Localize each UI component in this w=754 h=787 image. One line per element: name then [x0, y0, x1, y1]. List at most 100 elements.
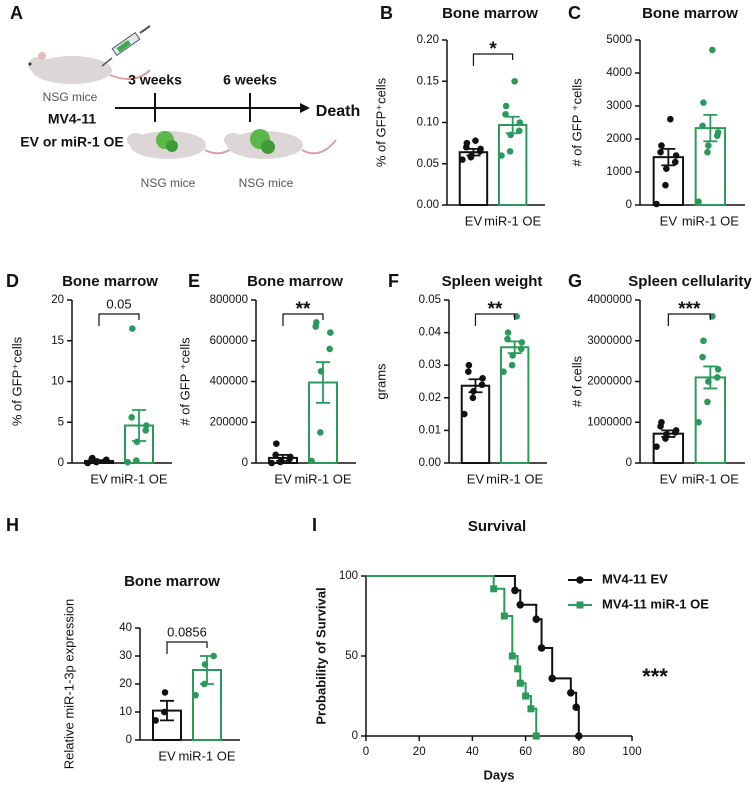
data-point [506, 148, 514, 155]
data-point [142, 427, 149, 434]
panel-letter: B [380, 3, 393, 23]
data-point [287, 453, 294, 461]
survival-step [517, 667, 522, 684]
data-point [672, 427, 680, 434]
x-tick-label: 40 [466, 746, 479, 758]
data-point [465, 361, 473, 369]
y-tick-label: 0.04 [419, 327, 442, 339]
condition: EV or miR-1 OE [20, 134, 123, 150]
endpoint: Death [316, 103, 360, 120]
y-axis-label: % of GFP⁺cells [9, 336, 24, 426]
data-point [152, 717, 159, 724]
x-tick-label: miR-1 OE [682, 471, 739, 486]
legend-label: MV4-11 miR-1 OE [602, 596, 709, 611]
data-point [308, 457, 315, 465]
mouse-label: NSG mice [43, 90, 98, 104]
y-tick-label: 0.00 [417, 199, 439, 211]
panel-letter: C [568, 3, 581, 23]
y-tick-label: 0 [626, 457, 632, 469]
x-tick-label: miR-1 OE [484, 213, 541, 228]
data-point [326, 345, 333, 353]
significance-label: ** [488, 299, 503, 320]
data-point [143, 422, 150, 429]
panel-letter: A [10, 3, 23, 23]
survival-step [536, 618, 543, 648]
chart-title: Survival [468, 518, 526, 535]
significance-bracket [282, 313, 324, 326]
error-bar [661, 148, 676, 167]
x-tick-label: 20 [413, 746, 426, 758]
data-point [273, 440, 280, 447]
data-point [714, 365, 722, 373]
y-tick-label: 800000 [210, 294, 248, 306]
y-tick-label: 0 [626, 199, 632, 211]
data-point [500, 368, 507, 376]
syringe-icon [101, 25, 151, 67]
y-tick-label: 0 [352, 730, 358, 742]
mouse-label: NSG mice [141, 176, 196, 190]
x-tick-label: miR-1 OE [294, 471, 351, 486]
y-tick-label: 1000000 [587, 416, 632, 428]
y-tick-label: 5 [58, 416, 64, 428]
data-point [704, 398, 711, 406]
survival-step [520, 682, 527, 696]
significance-bracket [166, 641, 208, 654]
y-tick-label: 0.02 [419, 392, 441, 404]
legend-label: MV4-11 EV [602, 571, 668, 586]
data-point [468, 152, 475, 159]
y-tick-label: 40 [119, 622, 132, 634]
y-tick-label: 200000 [210, 416, 248, 428]
y-tick-label: 0.10 [417, 117, 439, 129]
data-point [713, 374, 721, 381]
data-point [705, 378, 712, 385]
data-point [515, 127, 523, 135]
mouse-icon [224, 129, 337, 159]
mouse-icon [127, 131, 241, 159]
x-tick-label: 80 [572, 746, 585, 758]
x-tick-label: EV [274, 471, 292, 486]
y-tick-label: 0 [58, 457, 64, 469]
x-tick-label: EV [467, 471, 485, 486]
chart-title: Spleen weight [442, 273, 543, 290]
x-tick-label: EV [158, 748, 176, 763]
survival-step [541, 647, 554, 679]
data-point [699, 353, 706, 361]
y-tick-label: 100 [339, 570, 358, 582]
y-tick-label: 50 [345, 650, 358, 662]
significance-bracket [472, 53, 514, 66]
data-point [201, 680, 208, 688]
data-point [313, 319, 320, 326]
data-point [129, 325, 136, 332]
data-point [128, 414, 135, 421]
y-tick-label: 20 [51, 294, 64, 306]
data-point [84, 459, 91, 467]
time-label: 6 weeks [223, 72, 277, 88]
data-point [663, 431, 670, 438]
marker [575, 732, 583, 740]
survival-step [525, 695, 532, 709]
y-tick-label: 2000000 [587, 376, 632, 388]
panel-letter: F [388, 271, 399, 291]
error-bar [703, 365, 718, 390]
data-point [671, 158, 679, 166]
data-point [317, 368, 325, 375]
y-tick-label: 30 [119, 650, 132, 662]
y-axis-label: # of GFP ⁺cells [569, 78, 584, 167]
annotation: *** [642, 664, 668, 689]
significance-label: ** [296, 299, 311, 320]
y-tick-label: 4000 [606, 67, 632, 79]
panel-letter: G [568, 271, 582, 291]
data-point [133, 457, 140, 464]
chart-title: Bone marrow [62, 273, 158, 290]
time-label: 3 weeks [128, 72, 182, 88]
y-tick-label: 0.03 [419, 359, 441, 371]
data-point [89, 454, 96, 462]
chart-title: Bone marrow [442, 5, 538, 22]
data-point [472, 137, 479, 144]
significance-label: *** [678, 299, 701, 320]
data-point [653, 443, 660, 451]
chart-title: Spleen cellularity [628, 273, 752, 290]
data-point [518, 339, 526, 346]
survival-step [552, 677, 572, 693]
data-point [502, 110, 509, 118]
